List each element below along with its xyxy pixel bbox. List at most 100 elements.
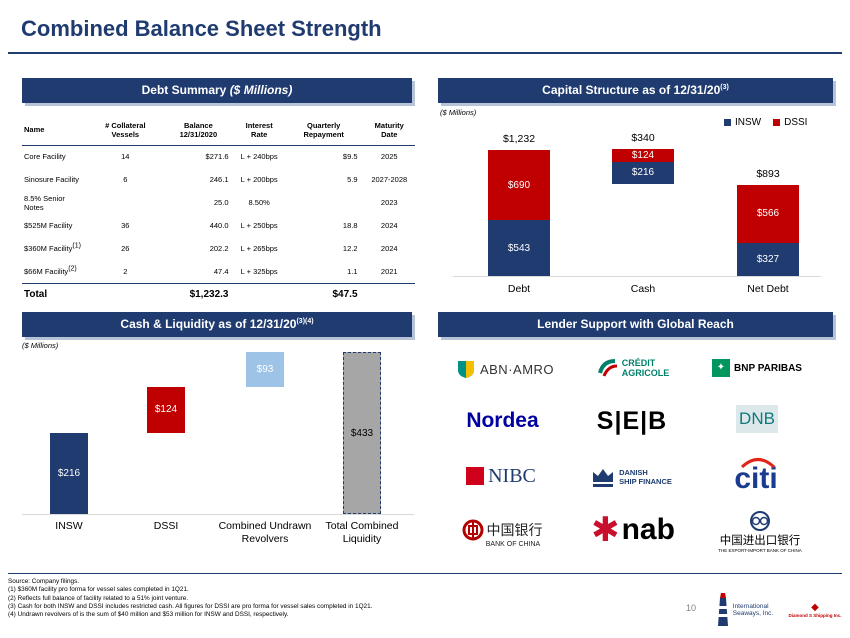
cell-value: 36 bbox=[121, 221, 130, 230]
cell-value: L + 250bps bbox=[240, 221, 278, 230]
table-cell-name: Sinosure Facility bbox=[22, 168, 88, 191]
bar-total-label: $340 bbox=[631, 132, 655, 145]
cell-value: 2027-2028 bbox=[371, 175, 408, 184]
insw-logo-text-1: International bbox=[732, 602, 769, 610]
exim-cn-text: 中国进出口银行 bbox=[719, 534, 801, 547]
total-cell bbox=[88, 282, 163, 305]
table-cell-vessels: 2 bbox=[88, 260, 162, 283]
x-tick-label: INSW bbox=[55, 520, 83, 532]
total-value: $47.5 bbox=[332, 288, 358, 300]
x-tick-label: Combined Undrawn Revolvers bbox=[218, 520, 312, 545]
table-cell-name: Core Facility bbox=[22, 145, 88, 168]
exim-en-text: THE EXPORT-IMPORT BANK OF CHINA bbox=[718, 547, 802, 553]
title-divider bbox=[8, 52, 842, 54]
cash-liquidity-header: Cash & Liquidity as of 12/31/20(3)(4) bbox=[22, 312, 412, 337]
page-title: Combined Balance Sheet Strength bbox=[21, 16, 382, 41]
cell-value: 8.50% bbox=[248, 198, 270, 207]
total-row: Total $1,232.3 $47.5 bbox=[22, 282, 415, 305]
dnb-logo: DNB bbox=[736, 405, 778, 433]
debt-summary-units: ($ Millions) bbox=[229, 83, 293, 97]
cell-value: 8.5% Senior Notes bbox=[24, 193, 65, 212]
debt-summary-title: Debt Summary bbox=[141, 83, 227, 97]
abn-amro-logo: ABN·AMRO bbox=[455, 356, 555, 382]
citi-logo: citi bbox=[726, 456, 786, 496]
table-cell-maturity: 2021 bbox=[364, 260, 415, 283]
cell-value: 25.0 bbox=[213, 198, 229, 207]
bank-of-china-cn-text: 中国银行 bbox=[486, 521, 543, 538]
table-cell-maturity: 2024 bbox=[364, 214, 415, 237]
cell-value: $360M Facility bbox=[24, 244, 73, 253]
bar-insw: $216 bbox=[612, 161, 674, 184]
x-tick-label: Debt bbox=[507, 283, 531, 295]
insw-logo-text-2: Seaways, Inc. bbox=[732, 610, 774, 617]
table-cell-balance: 202.2 bbox=[162, 237, 234, 260]
x-tick-label: Total Combined Liquidity bbox=[325, 520, 399, 545]
x-tick-label: DSSI bbox=[153, 520, 179, 532]
footnotes: Source: Company filings. (1) $360M facili… bbox=[8, 578, 608, 619]
diamond-s-logo: ◆ Diamond S Shipping Inc. bbox=[782, 598, 848, 622]
cell-value: $271.6 bbox=[205, 152, 229, 162]
lender-support-header: Lender Support with Global Reach bbox=[438, 312, 833, 337]
bank-of-china-logo: 中国银行 BANK OF CHINA bbox=[452, 512, 552, 554]
cell-value: 2021 bbox=[380, 266, 398, 276]
credit-agricole-text-2: AGRICOLE bbox=[621, 368, 670, 378]
waterfall-bar: $124 bbox=[147, 386, 185, 434]
total-value: Total bbox=[24, 288, 48, 300]
nibc-logo: NIBC bbox=[459, 462, 543, 490]
page-number: 10 bbox=[686, 603, 697, 613]
footnote-line: (2) Reflects full balance of facility re… bbox=[8, 594, 189, 602]
cell-value: 2024 bbox=[380, 221, 398, 230]
table-cell-name: 8.5% Senior Notes bbox=[22, 191, 88, 214]
credit-agricole-icon bbox=[597, 359, 617, 377]
danish-ship-finance-logo: DANISH SHIP FINANCE bbox=[583, 462, 679, 492]
table-row: $360M Facility(1) 26 202.2 L + 265bps 12.2 20… bbox=[22, 237, 415, 260]
column-header: Balance 12/31/2020 bbox=[179, 120, 218, 139]
total-cell bbox=[234, 282, 284, 305]
bnp-paribas-text: BNP PARIBAS bbox=[734, 362, 802, 374]
column-header: Name bbox=[24, 125, 45, 135]
credit-agricole-logo: CRÉDIT AGRICOLE bbox=[588, 352, 678, 384]
bar-total-label: $1,232 bbox=[502, 132, 536, 145]
cell-value: 18.8 bbox=[342, 221, 358, 230]
footnote-ref: (2) bbox=[68, 265, 77, 273]
capital-units: ($ Millions) bbox=[440, 108, 477, 117]
cell-value: 2025 bbox=[380, 152, 398, 162]
capital-structure-title: Capital Structure as of 12/31/20 bbox=[542, 83, 721, 97]
bank-of-china-en-text: BANK OF CHINA bbox=[485, 540, 541, 548]
table-cell-balance: 47.4 bbox=[162, 260, 234, 283]
cell-value: 6 bbox=[123, 175, 128, 184]
citi-arc-icon bbox=[740, 458, 776, 468]
nab-star-icon: ✱ bbox=[591, 511, 620, 549]
total-cell bbox=[363, 282, 415, 305]
nibc-square-icon bbox=[466, 467, 485, 485]
table-row: Sinosure Facility 6 246.1 L + 200bps 5.9 2027… bbox=[22, 168, 415, 191]
capital-axis bbox=[453, 276, 821, 277]
seb-text: S|E|B bbox=[596, 406, 668, 435]
lighthouse-icon bbox=[717, 593, 728, 626]
cell-value: 12.2 bbox=[342, 244, 358, 253]
footnote-line: (3) Cash for both INSW and DSSI includes… bbox=[8, 602, 373, 610]
credit-agricole-text-1: CRÉDIT bbox=[621, 358, 656, 368]
cell-value: L + 265bps bbox=[240, 244, 278, 253]
table-cell-name: $66M Facility(2) bbox=[22, 260, 88, 283]
table-row: Core Facility 14 $271.6 L + 240bps $9.5 2025 bbox=[22, 145, 415, 168]
table-cell-balance: $271.6 bbox=[162, 145, 234, 168]
cell-value: L + 325bps bbox=[240, 266, 278, 276]
debt-summary-header: Debt Summary ($ Millions) bbox=[22, 78, 412, 103]
danish-ship-finance-text-2: SHIP FINANCE bbox=[619, 477, 672, 486]
exim-bank-icon bbox=[750, 510, 770, 531]
table-cell-repay: 5.9 bbox=[284, 168, 364, 191]
table-cell-maturity: 2024 bbox=[364, 237, 415, 260]
cash-liquidity-title: Cash & Liquidity as of 12/31/20 bbox=[120, 317, 297, 331]
table-cell-vessels: 6 bbox=[88, 168, 162, 191]
nordea-logo: Nordea bbox=[455, 406, 550, 436]
bnp-stars-icon: ✦ bbox=[712, 359, 730, 377]
table-cell-balance: 246.1 bbox=[162, 168, 234, 191]
table-cell-balance: 440.0 bbox=[162, 214, 234, 237]
table-cell-repay: $9.5 bbox=[284, 145, 364, 168]
waterfall-bar: $93 bbox=[246, 352, 284, 387]
diamond-icon: ◆ bbox=[811, 602, 819, 613]
nab-logo: ✱ nab bbox=[585, 510, 681, 550]
cell-value: $66M Facility bbox=[24, 266, 69, 276]
table-cell-vessels: 36 bbox=[88, 214, 162, 237]
